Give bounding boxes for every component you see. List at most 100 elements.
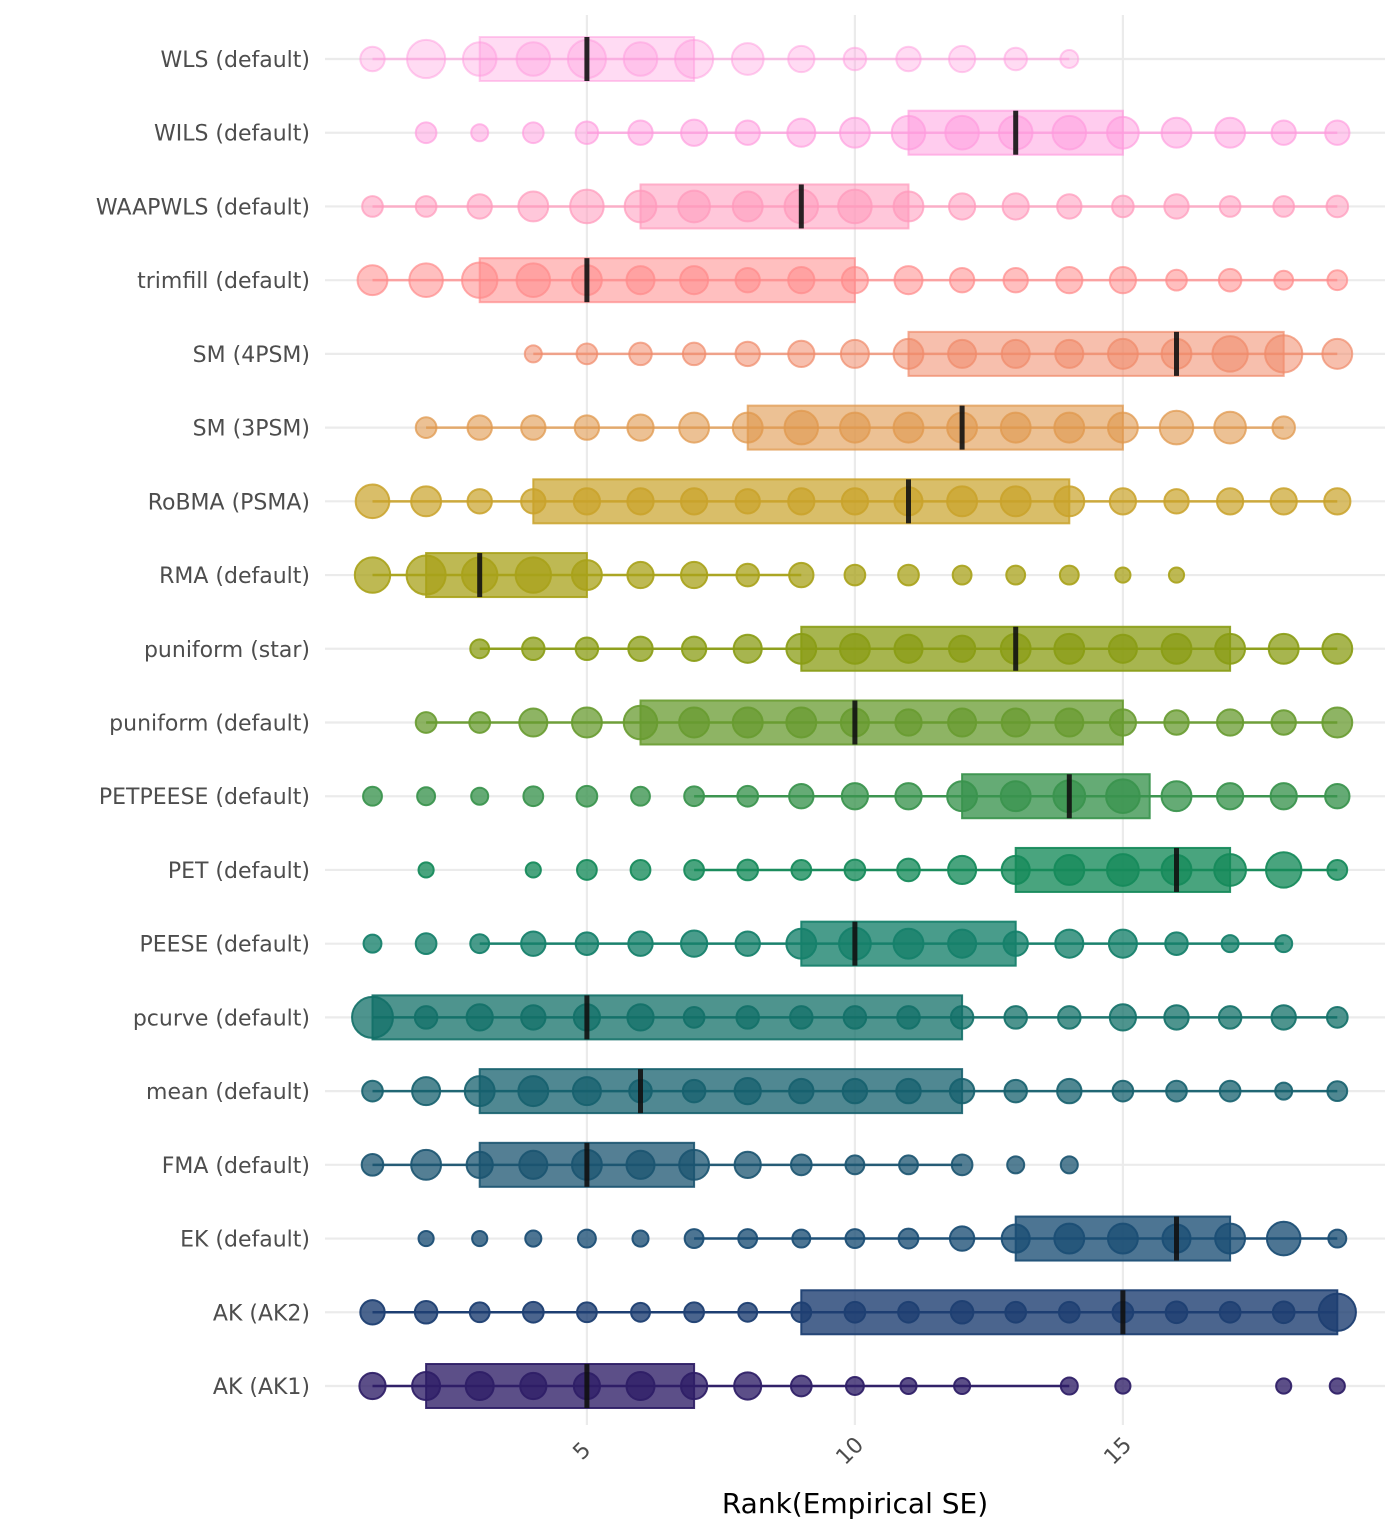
iqr-box xyxy=(371,994,964,1041)
y-axis-label: AK (AK2) xyxy=(213,1301,310,1326)
rank-point xyxy=(841,1077,869,1105)
median-marker xyxy=(584,258,590,303)
rank-point xyxy=(414,195,438,218)
rank-point xyxy=(1108,708,1138,737)
rank-point xyxy=(839,338,870,369)
rank-point xyxy=(361,1079,384,1103)
rank-point xyxy=(683,1301,705,1324)
rank-point xyxy=(520,488,547,515)
rank-point xyxy=(1328,1377,1346,1395)
rank-point xyxy=(953,1376,972,1396)
rank-point xyxy=(734,488,761,515)
method-row xyxy=(414,109,1351,156)
rank-point xyxy=(899,1376,918,1396)
rank-point xyxy=(1160,780,1193,813)
rank-point xyxy=(1163,1004,1190,1031)
rank-point xyxy=(1163,193,1190,220)
rank-point xyxy=(405,554,447,596)
rank-point xyxy=(838,411,871,444)
rank-point xyxy=(524,861,542,879)
rank-point xyxy=(947,338,978,369)
method-row xyxy=(353,552,1186,599)
y-axis-label: SM (3PSM) xyxy=(193,417,310,442)
rank-point xyxy=(838,632,871,665)
rank-point xyxy=(896,857,921,883)
rank-point xyxy=(1165,1079,1188,1103)
rank-point xyxy=(1000,854,1031,885)
rank-point xyxy=(1264,851,1303,889)
rank-point xyxy=(1218,195,1242,218)
rank-point xyxy=(625,265,656,296)
rank-point xyxy=(1326,859,1349,881)
rank-point xyxy=(1214,116,1247,149)
rank-point xyxy=(897,1227,920,1250)
rank-point xyxy=(523,344,543,364)
rank-point xyxy=(1106,115,1140,150)
rank-point xyxy=(631,1229,650,1248)
rank-point xyxy=(948,266,976,294)
rank-point xyxy=(1006,1155,1026,1175)
y-axis-label: FMA (default) xyxy=(162,1154,310,1179)
rank-point xyxy=(574,636,600,662)
method-row xyxy=(361,1068,1349,1115)
x-tick-label: 15 xyxy=(1100,1433,1137,1470)
rank-point xyxy=(576,859,598,881)
rank-point xyxy=(517,1075,550,1108)
rank-point xyxy=(627,930,654,957)
rank-point xyxy=(469,638,491,660)
rank-point xyxy=(515,41,552,77)
rank-point xyxy=(736,784,760,808)
method-row xyxy=(362,773,1351,820)
rank-point xyxy=(1059,49,1080,69)
median-marker xyxy=(477,553,483,598)
rank-point xyxy=(466,193,493,220)
rank-point xyxy=(1165,268,1188,292)
method-row xyxy=(360,1141,1079,1188)
rank-point xyxy=(737,1301,759,1323)
rank-point xyxy=(1106,1222,1139,1255)
rank-point xyxy=(733,1150,762,1179)
rank-point xyxy=(1054,707,1085,738)
rank-point xyxy=(1108,1003,1138,1032)
plot-rows xyxy=(351,36,1357,1409)
rank-point xyxy=(948,1077,976,1105)
rank-point xyxy=(1054,338,1085,369)
y-axis-label: puniform (star) xyxy=(144,638,310,663)
rank-point xyxy=(790,859,813,881)
rank-point xyxy=(413,1299,439,1325)
rank-point xyxy=(1323,487,1352,516)
rank-point xyxy=(733,1076,762,1106)
rank-point xyxy=(788,1077,815,1105)
rank-point xyxy=(683,785,705,808)
rank-point xyxy=(1001,192,1030,221)
rank-point xyxy=(626,1003,655,1032)
rank-point xyxy=(732,633,763,664)
y-axis-label: WILS (default) xyxy=(154,122,310,147)
method-row xyxy=(359,36,1080,82)
rank-point xyxy=(470,786,490,806)
rank-point xyxy=(1051,114,1088,151)
rank-point xyxy=(466,488,493,515)
rank-point xyxy=(521,636,546,662)
rank-point xyxy=(892,337,925,370)
rank-point xyxy=(362,933,383,954)
rank-point xyxy=(1053,1222,1086,1255)
rank-point xyxy=(787,487,816,516)
rank-point xyxy=(1053,853,1086,886)
rank-point xyxy=(682,1006,706,1029)
y-axis-label: SM (4PSM) xyxy=(193,343,310,368)
rank-point xyxy=(1269,782,1298,811)
method-row xyxy=(356,257,1349,304)
rank-point xyxy=(1000,338,1031,369)
x-tick-label: 10 xyxy=(832,1433,869,1470)
rank-point xyxy=(414,932,438,956)
rank-point xyxy=(1321,337,1354,370)
x-tick-label: 5 xyxy=(569,1438,597,1466)
method-row xyxy=(354,478,1352,525)
rank-point xyxy=(737,1228,759,1249)
rank-point xyxy=(628,341,653,367)
rank-point xyxy=(679,929,709,958)
rank-point xyxy=(411,1076,442,1107)
rank-point xyxy=(1213,853,1247,887)
rank-point xyxy=(625,1370,656,1402)
